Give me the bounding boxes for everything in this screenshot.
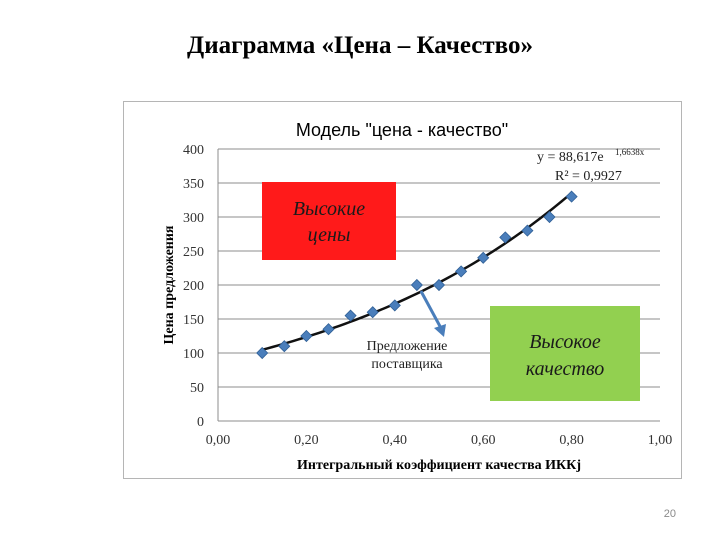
data-point bbox=[344, 309, 357, 322]
high-quality-label-line2: качество bbox=[526, 358, 605, 380]
data-points bbox=[256, 190, 578, 360]
data-point bbox=[278, 340, 291, 353]
text-layer: Модель "цена - качество" Интегральный коэ… bbox=[162, 120, 645, 473]
data-point bbox=[543, 210, 556, 224]
supplier-arrow-shaft bbox=[419, 290, 444, 331]
data-point bbox=[256, 346, 269, 360]
trend-r-squared: R² = 0,9927 bbox=[555, 169, 622, 184]
trend-layer bbox=[261, 191, 573, 352]
high-price-label-line2: цены bbox=[308, 224, 351, 246]
data-point bbox=[410, 278, 423, 292]
high-quality-label-line1: Высокое bbox=[529, 331, 601, 353]
x-tick-label: 0,40 bbox=[383, 433, 408, 448]
y-tick-label: 100 bbox=[183, 347, 204, 362]
y-tick-label: 250 bbox=[183, 245, 204, 260]
high-quality-box bbox=[490, 306, 640, 401]
data-point bbox=[322, 323, 335, 336]
high-price-box bbox=[262, 182, 396, 260]
y-tick-label: 0 bbox=[197, 415, 204, 430]
data-point bbox=[300, 329, 313, 343]
y-tick-label: 50 bbox=[190, 381, 204, 396]
chart-frame: 0 50 100 150 200 250 300 350 400 0,00 0,20 0,40 0,60… bbox=[123, 101, 682, 479]
data-point bbox=[455, 265, 468, 278]
x-axis-label: Интегральный коэффициент качества ИККj bbox=[297, 458, 581, 473]
trend-equation: y = 88,617e bbox=[537, 150, 604, 165]
supplier-arrow-head bbox=[434, 324, 446, 337]
y-tick-label: 300 bbox=[183, 211, 204, 226]
data-point bbox=[388, 299, 401, 312]
y-tick-label: 150 bbox=[183, 313, 204, 328]
y-tick-label: 200 bbox=[183, 279, 204, 294]
x-tick-label: 1,00 bbox=[648, 433, 673, 448]
x-tick-label: 0,80 bbox=[559, 433, 584, 448]
x-tick-label: 0,00 bbox=[206, 433, 231, 448]
data-point bbox=[521, 224, 534, 237]
x-tick-label: 0,20 bbox=[294, 433, 319, 448]
y-tick-label: 400 bbox=[183, 143, 204, 158]
high-price-label-line1: Высокие bbox=[293, 198, 365, 220]
data-point bbox=[477, 251, 490, 264]
y-axis-label: Цена предложения bbox=[162, 225, 177, 344]
data-point bbox=[366, 306, 379, 319]
data-point bbox=[432, 278, 446, 292]
annotation-boxes: Высокие цены Высокое качество bbox=[262, 182, 640, 401]
chart-title: Модель "цена - качество" bbox=[296, 120, 508, 140]
axis-layer: 0 50 100 150 200 250 300 350 400 0,00 0,20 0,40 0,60… bbox=[183, 143, 672, 448]
slide-title: Диаграмма «Цена – Качество» bbox=[187, 32, 533, 59]
supplier-label-line1: Предложение bbox=[367, 339, 448, 354]
x-tick-label: 0,60 bbox=[471, 433, 496, 448]
trendline bbox=[261, 191, 573, 352]
trend-equation-exponent: 1,6638x bbox=[615, 147, 645, 157]
price-quality-chart: 0 50 100 150 200 250 300 350 400 0,00 0,20 0,40 0,60… bbox=[162, 120, 672, 473]
y-tick-label: 350 bbox=[183, 177, 204, 192]
data-point bbox=[565, 190, 578, 203]
page-number: 20 bbox=[663, 508, 676, 520]
supplier-label-line2: поставщика bbox=[371, 357, 443, 372]
data-point bbox=[499, 231, 512, 244]
